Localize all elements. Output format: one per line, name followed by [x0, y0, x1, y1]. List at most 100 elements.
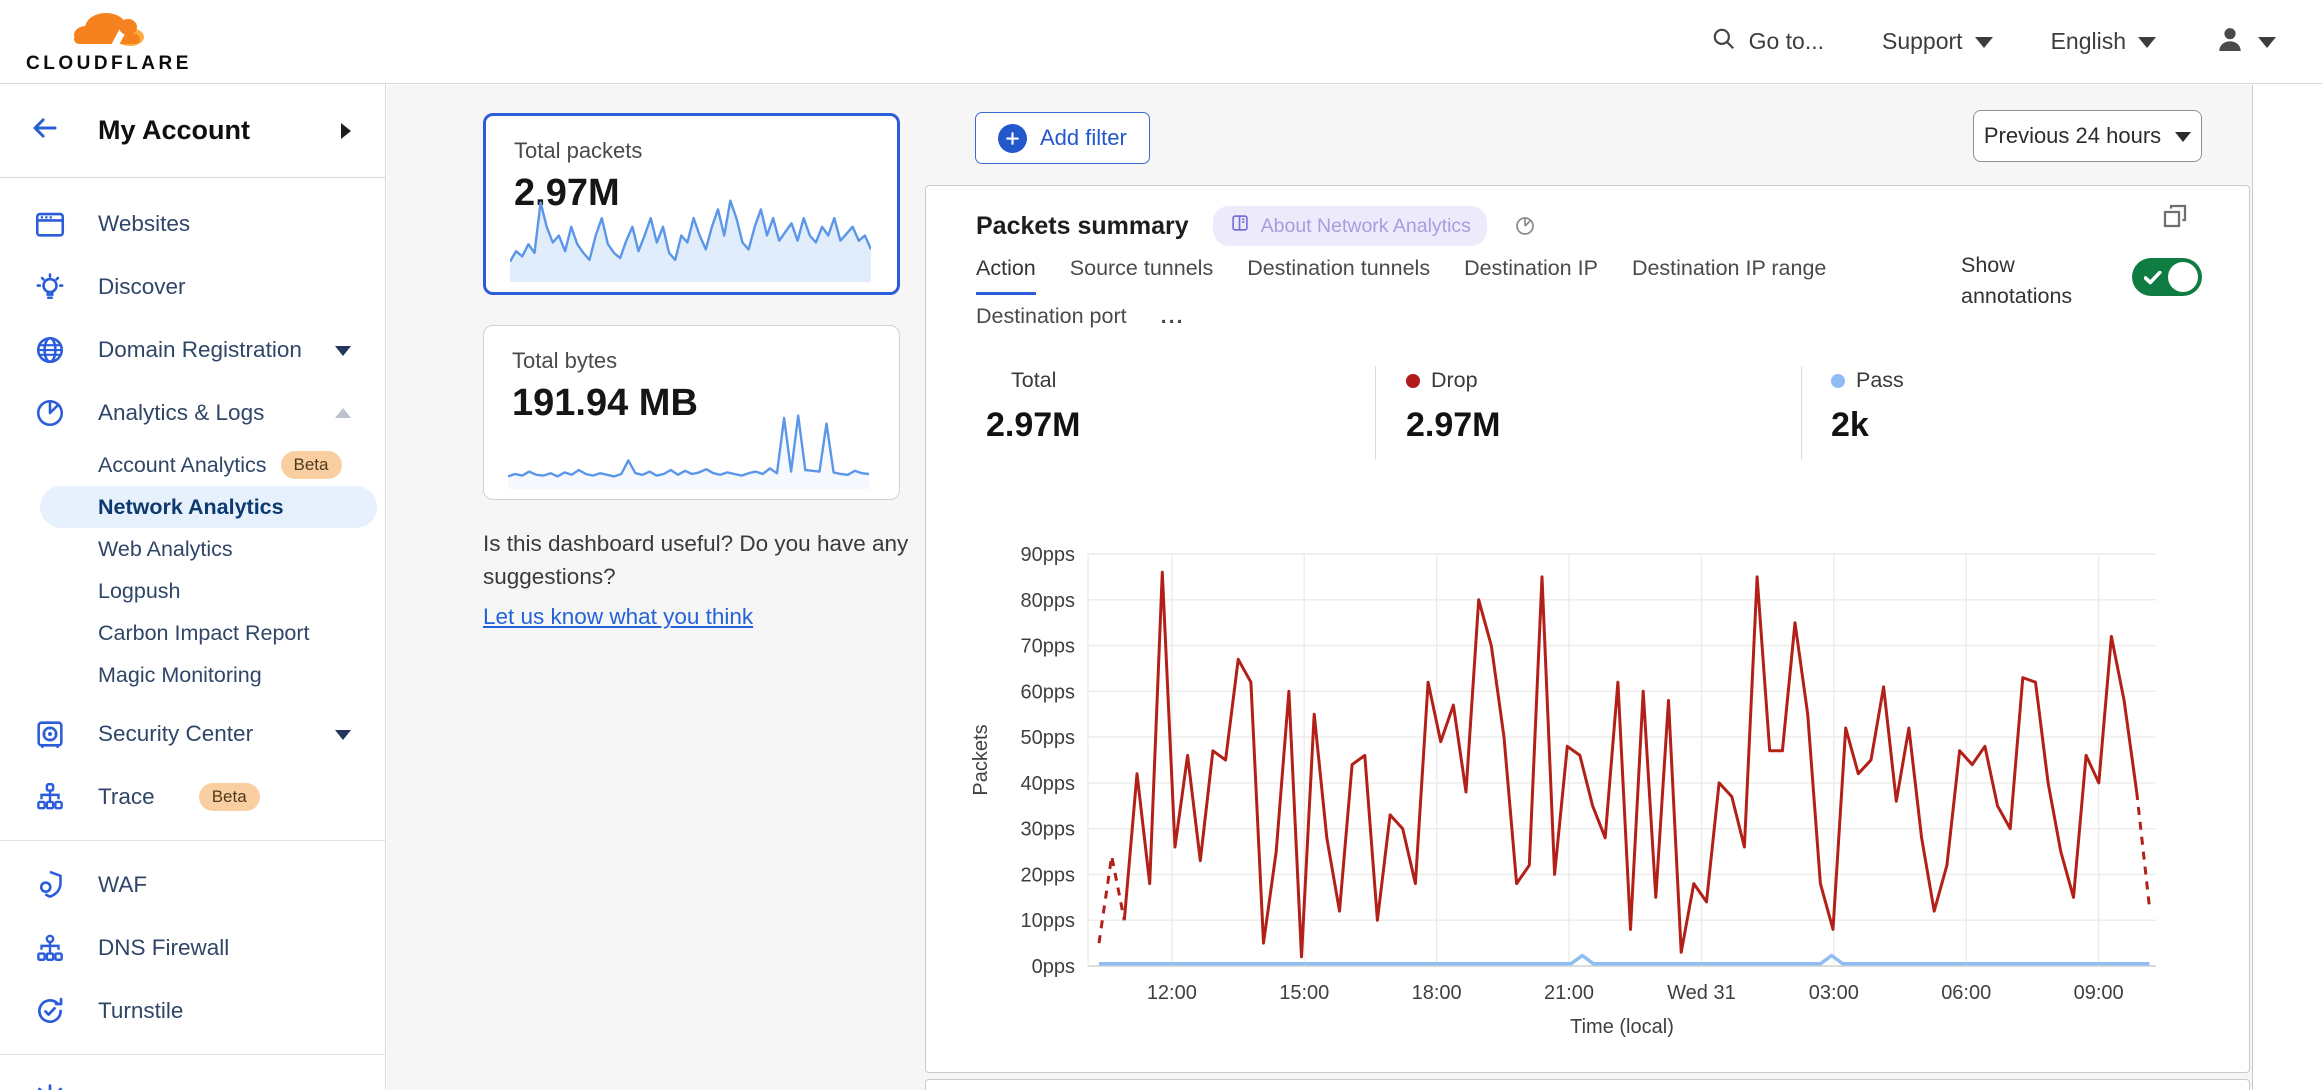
sidebar-item-waf[interactable]: WAF — [0, 853, 385, 916]
stat-value: 2k — [1831, 406, 1869, 444]
sidebar-item-turnstile[interactable]: Turnstile — [0, 979, 385, 1042]
my-account-header[interactable]: My Account — [0, 84, 385, 178]
svg-text:09:00: 09:00 — [2074, 982, 2124, 1004]
drop-dot — [1406, 373, 1420, 388]
sidebar-item-network-analytics[interactable]: Network Analytics — [40, 486, 377, 528]
globe-icon — [32, 332, 68, 368]
card-title: Total bytes — [512, 348, 618, 373]
svg-text:12:00: 12:00 — [1147, 982, 1197, 1004]
sidebar-item-web-analytics[interactable]: Web Analytics — [0, 528, 385, 570]
packets-time-series-chart[interactable]: 0pps 10pps 20pps 30pps 40pps 50pps 60pps 70pps 8… — [961, 536, 2201, 1048]
stat-label: Pass — [1856, 368, 1904, 392]
more-tabs-button[interactable]: ... — [1160, 304, 1185, 328]
sidebar-item-label: Account Analytics — [98, 452, 267, 477]
top-bar-menu: Go to... Support English — [1711, 23, 2276, 61]
svg-text:20pps: 20pps — [1021, 864, 1076, 886]
chevron-down-icon — [2175, 132, 2192, 142]
plus-icon — [998, 123, 1027, 153]
sidebar-item-trace[interactable]: Trace Beta — [0, 765, 385, 828]
about-badge-label: About Network Analytics — [1260, 214, 1471, 237]
chevron-down-icon — [335, 345, 351, 356]
pass-dot — [1831, 373, 1845, 388]
user-menu[interactable] — [2214, 23, 2276, 61]
svg-text:18:00: 18:00 — [1412, 982, 1462, 1004]
sidebar-item-label: Websites — [98, 210, 191, 236]
add-filter-button[interactable]: Add filter — [975, 112, 1150, 164]
tab-source-tunnels[interactable]: Source tunnels — [1069, 256, 1214, 280]
goto-search[interactable]: Go to... — [1711, 26, 1824, 58]
svg-text:Wed 31: Wed 31 — [1667, 982, 1736, 1004]
svg-text:06:00: 06:00 — [1941, 982, 1991, 1004]
breakdown-tabs-row1: Action Source tunnels Destination tunnel… — [976, 256, 1826, 295]
add-filter-label: Add filter — [1040, 125, 1127, 150]
card-value: 2.97M — [514, 172, 620, 214]
sidebar-item-carbon-impact-report[interactable]: Carbon Impact Report — [0, 612, 385, 654]
tab-action[interactable]: Action — [976, 256, 1036, 295]
sidebar-item-label: Web Analytics — [98, 536, 233, 561]
language-menu[interactable]: English — [2051, 28, 2156, 55]
feedback-link[interactable]: Let us know what you think — [483, 604, 754, 630]
total-bytes-card[interactable]: Total bytes 191.94 MB — [483, 325, 900, 500]
lightbulb-icon — [32, 269, 68, 305]
panel-header: Packets summary About Network Analytics — [976, 206, 1537, 246]
rotate-check-icon — [32, 993, 68, 1029]
stat-value: 2.97M — [986, 406, 1081, 444]
svg-text:03:00: 03:00 — [1809, 982, 1859, 1004]
sidebar-item-label: Logpush — [98, 578, 181, 603]
pie-chart-icon — [32, 395, 68, 431]
feedback-question: Is this dashboard useful? Do you have an… — [483, 531, 909, 589]
sidebar-divider — [0, 1054, 385, 1055]
card-title: Total packets — [514, 138, 643, 163]
main-content: Total packets 2.97M Total bytes 191.94 M… — [387, 85, 2252, 1090]
sidebar-item-label: Domain Registration — [98, 336, 302, 362]
scrollbar-gutter[interactable] — [2252, 85, 2322, 1090]
sidebar-item-label: Trace — [98, 783, 155, 809]
user-avatar-icon — [2214, 23, 2246, 61]
chevron-down-icon — [2138, 37, 2156, 48]
back-arrow-icon[interactable] — [28, 113, 62, 148]
sidebar-item-dns-firewall[interactable]: DNS Firewall — [0, 916, 385, 979]
cloudflare-logo-text: CLOUDFLARE — [26, 53, 192, 74]
goto-label: Go to... — [1748, 28, 1824, 54]
tab-destination-ip-range[interactable]: Destination IP range — [1631, 256, 1827, 280]
svg-text:21:00: 21:00 — [1544, 982, 1594, 1004]
sidebar-item-magic-monitoring[interactable]: Magic Monitoring — [0, 654, 385, 696]
sidebar-item-label: Analytics & Logs — [98, 399, 265, 425]
sidebar-item-logpush[interactable]: Logpush — [0, 570, 385, 612]
chevron-right-icon[interactable] — [341, 122, 351, 139]
tab-destination-ip[interactable]: Destination IP — [1464, 256, 1598, 280]
stat-label: Drop — [1431, 368, 1478, 392]
time-range-dropdown[interactable]: Previous 24 hours — [1973, 110, 2202, 162]
sidebar-item-discover[interactable]: Discover — [0, 255, 385, 318]
show-annotations-toggle[interactable] — [2132, 258, 2202, 296]
svg-text:15:00: 15:00 — [1279, 982, 1329, 1004]
cloudflare-logo[interactable]: CLOUDFLARE — [26, 8, 192, 75]
sidebar-item-account-analytics[interactable]: Account Analytics Beta — [0, 444, 385, 486]
sidebar-item-analytics-logs[interactable]: Analytics & Logs — [0, 381, 385, 444]
trace-tree-icon — [32, 779, 68, 815]
sidebar-item-security-center[interactable]: Security Center — [0, 702, 385, 765]
sidebar-item-label: Turnstile — [98, 997, 184, 1023]
about-network-analytics-badge[interactable]: About Network Analytics — [1212, 206, 1487, 246]
sidebar-item-partial[interactable] — [0, 1067, 385, 1090]
beta-badge: Beta — [280, 451, 342, 479]
sidebar-item-websites[interactable]: Websites — [0, 192, 385, 255]
sidebar-item-domain-registration[interactable]: Domain Registration — [0, 318, 385, 381]
tab-destination-tunnels[interactable]: Destination tunnels — [1247, 256, 1431, 280]
total-packets-card[interactable]: Total packets 2.97M — [483, 113, 900, 295]
tab-destination-port[interactable]: Destination port — [976, 304, 1127, 328]
svg-text:50pps: 50pps — [1021, 727, 1076, 749]
expand-panel-icon[interactable] — [2159, 200, 2191, 232]
sidebar-item-label: Network Analytics — [98, 494, 284, 519]
svg-text:80pps: 80pps — [1021, 590, 1076, 612]
sidebar-item-label: Discover — [98, 273, 186, 299]
sidebar-nav: Websites Discover Domain — [0, 178, 385, 1090]
sidebar-item-label: Security Center — [98, 720, 254, 746]
insights-pie-icon[interactable] — [1513, 214, 1537, 238]
language-label: English — [2050, 28, 2126, 54]
bytes-sparkline — [508, 414, 869, 489]
svg-text:90pps: 90pps — [1021, 544, 1076, 566]
svg-text:Time (local): Time (local) — [1570, 1016, 1674, 1038]
support-menu[interactable]: Support — [1882, 28, 1993, 55]
stat-pass: Pass 2k — [1831, 368, 1904, 445]
